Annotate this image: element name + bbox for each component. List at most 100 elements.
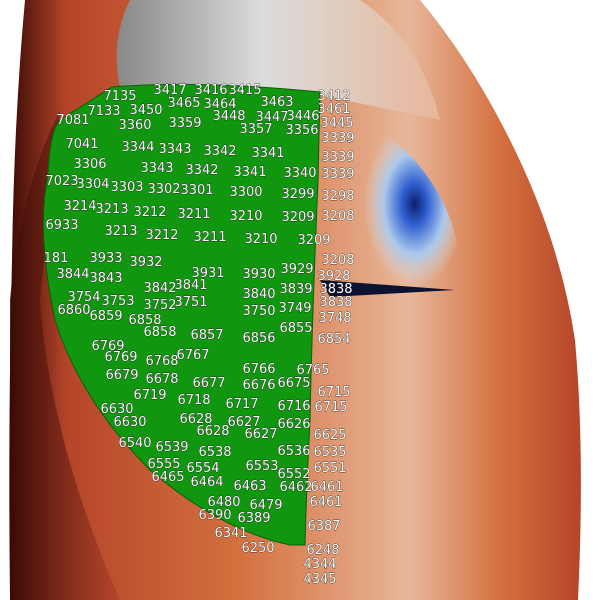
- node-id-label: 3341: [233, 165, 266, 180]
- mesh-left-rim: [10, 110, 120, 600]
- node-id-label: 3339: [321, 131, 354, 146]
- node-id-label: 3416: [194, 83, 227, 98]
- node-id-label: 3300: [229, 185, 262, 200]
- node-id-label: 7133: [87, 104, 120, 119]
- node-id-label: 6248: [306, 543, 339, 558]
- node-id-label: 3931: [191, 266, 224, 281]
- node-id-label: 3840: [242, 287, 275, 302]
- node-id-label: 6536: [277, 444, 310, 459]
- node-id-label: 3754: [67, 290, 100, 305]
- node-id-label: 3342: [185, 163, 218, 178]
- node-id-label: 6553: [245, 459, 278, 474]
- node-id-label: 6479: [249, 498, 282, 513]
- node-id-label: 6389: [237, 511, 270, 526]
- node-id-label: 6535: [313, 445, 346, 460]
- node-id-label: 3752: [143, 298, 176, 313]
- node-id-label: 6250: [241, 541, 274, 556]
- node-id-label: 3208: [321, 209, 354, 224]
- node-id-label: 6390: [198, 508, 231, 523]
- node-id-label: 6628: [196, 424, 229, 439]
- node-id-label: 6630: [100, 402, 133, 417]
- node-id-label: 6858: [128, 313, 161, 328]
- node-id-label: 6630: [113, 415, 146, 430]
- node-id-label: 6715: [317, 385, 350, 400]
- node-id-label: 3465: [167, 96, 200, 111]
- node-id-label: 6628: [179, 412, 212, 427]
- node-id-label: 6679: [105, 368, 138, 383]
- node-id-label: 3344: [121, 140, 154, 155]
- node-id-label: 3299: [281, 187, 314, 202]
- node-id-label: 6859: [89, 309, 122, 324]
- node-id-label: 6716: [277, 399, 310, 414]
- node-id-label: 3213: [95, 202, 128, 217]
- node-id-label: 3339: [321, 150, 354, 165]
- node-id-label: 3210: [229, 209, 262, 224]
- node-id-label: 3360: [118, 118, 151, 133]
- node-id-label: 6555: [147, 457, 180, 472]
- selected-region[interactable]: [42, 83, 321, 546]
- node-id-label: 6551: [313, 461, 346, 476]
- node-id-label: 3412: [317, 89, 350, 104]
- node-id-label: 6768: [145, 354, 178, 369]
- node-id-label: 6625: [313, 428, 346, 443]
- node-id-label: 6857: [190, 328, 223, 343]
- node-id-label: 6465: [151, 470, 184, 485]
- node-id-label: 3209: [281, 210, 314, 225]
- node-id-label: 3749: [278, 301, 311, 316]
- node-id-label: 6769: [91, 339, 124, 354]
- node-id-label: 6627: [227, 415, 260, 430]
- node-id-label: 3303: [110, 180, 143, 195]
- node-id-label: 6854: [317, 332, 350, 347]
- node-id-label: 6626: [277, 417, 310, 432]
- node-id-label: 3842: [143, 281, 176, 296]
- node-id-label: 6860: [57, 303, 90, 318]
- node-id-label: 6933: [45, 218, 78, 233]
- node-id-label: 3211: [193, 230, 226, 245]
- node-id-label: 4344: [303, 557, 336, 572]
- node-id-label: 3343: [158, 142, 191, 157]
- node-id-label: 6480: [207, 495, 240, 510]
- node-id-label: 3343: [140, 161, 173, 176]
- node-id-label: 3340: [283, 166, 316, 181]
- node-id-label: 6677: [192, 376, 225, 391]
- node-id-label: 6461: [310, 480, 343, 495]
- node-id-label: 3214: [63, 199, 96, 214]
- node-id-label: 3448: [212, 109, 245, 124]
- node-id-label: 6540: [118, 436, 151, 451]
- node-id-label: 6717: [225, 397, 258, 412]
- node-id-label: 7023: [45, 174, 78, 189]
- node-id-label: 3208: [321, 253, 354, 268]
- node-id-label: 3843: [89, 271, 122, 286]
- node-id-label: 6855: [279, 321, 312, 336]
- node-id-label: 3841: [174, 278, 207, 293]
- node-id-label: 6765: [296, 363, 329, 378]
- node-id-label: 3838: [319, 282, 352, 297]
- node-id-label: 3339: [321, 167, 354, 182]
- node-id-label: 6462: [279, 480, 312, 495]
- node-id-label: 3212: [133, 205, 166, 220]
- node-id-label: 3929: [280, 262, 313, 277]
- node-id-label: 6552: [277, 467, 310, 482]
- node-id-label: 6539: [155, 440, 188, 455]
- node-id-label: 3450: [129, 103, 162, 118]
- node-id-label: 6341: [214, 526, 247, 541]
- node-id-label: 3342: [203, 144, 236, 159]
- node-id-label: 3464: [203, 97, 236, 112]
- node-id-label: 3446: [286, 109, 319, 124]
- node-id-label: 3445: [320, 116, 353, 131]
- node-id-label: 7135: [103, 89, 136, 104]
- node-id-label: 6678: [145, 372, 178, 387]
- node-id-label: 3933: [89, 251, 122, 266]
- node-id-label: 6554: [186, 461, 219, 476]
- node-id-label: 3447: [255, 110, 288, 125]
- node-id-label: 3301: [180, 183, 213, 198]
- node-id-label: 6766: [242, 362, 275, 377]
- node-id-label: 3359: [168, 116, 201, 131]
- node-id-label: 3751: [174, 295, 207, 310]
- node-id-label: 3306: [73, 157, 106, 172]
- node-id-label: 3209: [297, 233, 330, 248]
- node-id-label: 6676: [242, 378, 275, 393]
- node-id-label: 3838: [319, 295, 352, 310]
